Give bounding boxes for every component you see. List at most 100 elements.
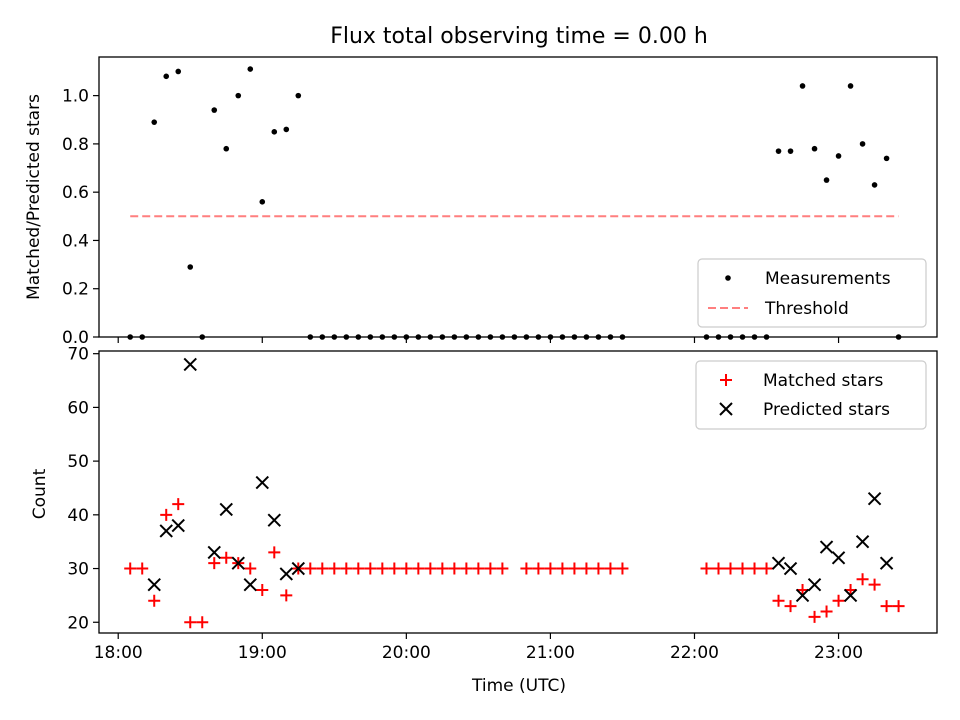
matched-stars-point (136, 562, 149, 575)
measurements-point (871, 182, 878, 188)
x-tick-label-1: 19:00 (238, 643, 287, 663)
top-legend: Measurements Threshold (697, 258, 927, 328)
matched-stars-point (352, 562, 365, 575)
matched-stars-point (316, 562, 329, 575)
matched-stars-point (820, 605, 833, 618)
bottom-x-ticks: 18:00 19:00 20:00 21:00 22:00 23:00 (94, 633, 863, 663)
predicted-stars-point (207, 545, 221, 560)
matched-stars-point (736, 562, 749, 575)
top-y-tick-label-1: 0.2 (62, 280, 89, 300)
matched-stars-point (220, 551, 233, 564)
x-tick-label-3: 21:00 (526, 643, 575, 663)
matched-stars-point (712, 562, 725, 575)
top-x-ticks (117, 337, 840, 343)
matched-stars-point (364, 562, 377, 575)
predicted-stars-point (183, 357, 197, 372)
measurements-point (151, 119, 158, 125)
matched-stars-point (388, 562, 401, 575)
legend-matched-marker (720, 374, 732, 386)
matched-stars-point (436, 562, 449, 575)
x-tick-label-5: 23:00 (814, 643, 863, 663)
predicted-stars-point (159, 524, 173, 538)
bottom-legend: Matched stars Predicted stars (695, 360, 927, 430)
matched-stars-point (184, 616, 197, 629)
matched-stars-point (424, 562, 437, 575)
matched-stars-point (520, 562, 533, 575)
top-y-tick-label-4: 0.8 (62, 135, 89, 155)
predicted-stars-point (771, 556, 786, 570)
matched-stars-point (484, 562, 497, 575)
predicted-stars-point (867, 492, 882, 506)
predicted-stars-point (807, 577, 822, 592)
top-y-tick-label-0: 0.0 (62, 328, 89, 348)
matched-stars-point (700, 562, 713, 575)
measurements-point (799, 83, 806, 89)
measurements-point (883, 155, 890, 162)
matched-stars-point (556, 562, 569, 575)
matched-stars-point (172, 498, 185, 511)
matched-stars-point (412, 562, 425, 575)
predicted-stars-point (795, 588, 810, 603)
matched-stars-point (832, 594, 845, 607)
top-axes-frame (98, 56, 938, 338)
bot-y-tick-label-3: 50 (67, 452, 89, 472)
x-tick-label-4: 22:00 (670, 643, 719, 663)
predicted-stars-point (291, 561, 306, 576)
bot-y-tick-label-2: 40 (67, 506, 89, 526)
bot-y-tick-label-1: 30 (67, 560, 89, 580)
matched-stars-point (328, 562, 341, 575)
predicted-stars-point (783, 561, 798, 576)
measurements-point (187, 264, 194, 270)
predicted-stars-point (843, 588, 858, 603)
top-y-tick-label-3: 0.6 (62, 183, 89, 203)
measurements-point (271, 129, 278, 135)
matched-stars-point (244, 562, 257, 575)
matched-stars-point (892, 600, 905, 613)
x-tick-label-2: 20:00 (382, 643, 431, 663)
legend-predicted-label: Predicted stars (763, 400, 890, 420)
matched-stars-point (880, 600, 893, 613)
measurements-point (223, 145, 230, 152)
predicted-stars-point (279, 567, 293, 581)
bottom-legend-box (695, 360, 927, 430)
figure-title: Flux total observing time = 0.00 h (330, 24, 708, 49)
matched-stars-point (376, 562, 389, 575)
bot-y-tick-label-0: 20 (67, 613, 89, 633)
bottom-axes-frame (98, 350, 938, 634)
measurements-point (283, 126, 290, 133)
matched-stars-point (772, 594, 785, 607)
predicted-stars-point (879, 556, 894, 570)
matched-stars-point (544, 562, 557, 575)
matched-stars-point (280, 589, 293, 602)
matched-stars-point (304, 562, 317, 575)
measurements-point (235, 92, 242, 99)
matched-stars-point (160, 508, 173, 521)
predicted-stars-point (255, 475, 269, 490)
measurements-point (811, 145, 818, 152)
matched-stars-point (448, 562, 461, 575)
measurements-point (247, 66, 254, 72)
predicted-stars-point (231, 556, 245, 570)
predicted-stars-point (147, 577, 161, 592)
bottom-y-ticks: 20 30 40 50 60 70 (67, 345, 99, 633)
matched-stars-point (400, 562, 413, 575)
matched-stars-point (748, 562, 761, 575)
predicted-stars-point (267, 513, 281, 527)
measurements-point (775, 148, 782, 154)
bottom-plot-marks (124, 357, 905, 629)
matched-stars-point (724, 562, 737, 575)
predicted-stars-point (819, 540, 834, 554)
x-tick-label-0: 18:00 (94, 643, 143, 663)
legend-matched-label: Matched stars (763, 371, 883, 391)
matched-stars-point (532, 562, 545, 575)
measurements-point (823, 177, 830, 183)
matched-stars-point (784, 600, 797, 613)
matched-stars-point (856, 573, 869, 586)
bot-y-tick-label-5: 70 (67, 345, 89, 365)
matched-stars-point (148, 594, 161, 607)
top-y-axis-label: Matched/Predicted stars (24, 94, 44, 300)
top-y-tick-label-5: 1.0 (62, 87, 89, 107)
measurements-point (295, 92, 302, 99)
matched-stars-point (472, 562, 485, 575)
legend-predicted-marker (719, 402, 733, 416)
